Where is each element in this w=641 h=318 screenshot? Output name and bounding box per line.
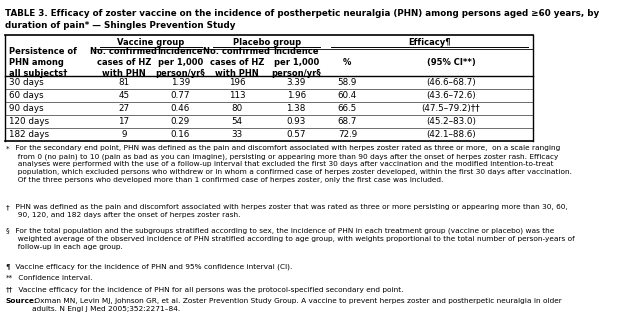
Text: (42.1–88.6): (42.1–88.6): [426, 130, 476, 139]
Text: No. confirmed
cases of HZ
with PHN: No. confirmed cases of HZ with PHN: [203, 47, 271, 78]
Text: Oxman MN, Levin MJ, Johnson GR, et al. Zoster Prevention Study Group. A vaccine : Oxman MN, Levin MJ, Johnson GR, et al. Z…: [32, 298, 562, 312]
Text: 196: 196: [229, 78, 246, 87]
Text: 1.39: 1.39: [171, 78, 190, 87]
Text: 30 days: 30 days: [9, 78, 44, 87]
Text: 27: 27: [119, 104, 129, 113]
Text: Persistence of
PHN among
all subjects†: Persistence of PHN among all subjects†: [9, 47, 77, 78]
Text: Vaccine group: Vaccine group: [117, 38, 185, 46]
Text: Efficacy¶: Efficacy¶: [408, 38, 451, 46]
Text: 58.9: 58.9: [338, 78, 357, 87]
Text: Incidence
per 1,000
person/yr§: Incidence per 1,000 person/yr§: [156, 47, 205, 78]
Text: 60.4: 60.4: [338, 91, 357, 100]
Text: (46.6–68.7): (46.6–68.7): [426, 78, 476, 87]
Text: Incidence
per 1,000
person/yr§: Incidence per 1,000 person/yr§: [271, 47, 321, 78]
Text: ¶: ¶: [5, 263, 10, 269]
Text: 90 days: 90 days: [9, 104, 44, 113]
Text: 0.57: 0.57: [287, 130, 306, 139]
Text: 72.9: 72.9: [338, 130, 357, 139]
Text: 33: 33: [231, 130, 242, 139]
Text: 66.5: 66.5: [338, 104, 357, 113]
Text: 0.93: 0.93: [287, 117, 306, 126]
Text: For the total population and the subgroups stratified according to sex, the inci: For the total population and the subgrou…: [13, 228, 575, 250]
Text: 0.46: 0.46: [171, 104, 190, 113]
Text: 0.29: 0.29: [171, 117, 190, 126]
Text: 54: 54: [231, 117, 242, 126]
Text: PHN was defined as the pain and discomfort associated with herpes zoster that wa: PHN was defined as the pain and discomfo…: [13, 204, 568, 218]
Text: 17: 17: [119, 117, 129, 126]
Text: 1.96: 1.96: [287, 91, 306, 100]
Text: Source:: Source:: [5, 298, 37, 304]
Text: §: §: [5, 228, 9, 234]
Text: ††: ††: [5, 287, 13, 293]
Text: *: *: [5, 145, 9, 151]
Text: (47.5–79.2)††: (47.5–79.2)††: [422, 104, 480, 113]
Text: No. confirmed
cases of HZ
with PHN: No. confirmed cases of HZ with PHN: [90, 47, 158, 78]
Text: †: †: [5, 204, 9, 210]
Text: Vaccine efficacy for the incidence of PHN for all persons was the protocol-speci: Vaccine efficacy for the incidence of PH…: [16, 287, 404, 293]
Text: 0.16: 0.16: [171, 130, 190, 139]
Text: TABLE 3. Efficacy of zoster vaccine on the incidence of postherpetic neuralgia (: TABLE 3. Efficacy of zoster vaccine on t…: [5, 9, 599, 30]
Text: %: %: [343, 58, 351, 67]
Text: 9: 9: [121, 130, 127, 139]
Text: 80: 80: [231, 104, 242, 113]
Text: 3.39: 3.39: [287, 78, 306, 87]
Text: (45.2–83.0): (45.2–83.0): [426, 117, 476, 126]
Text: (95% CI**): (95% CI**): [427, 58, 476, 67]
Text: (43.6–72.6): (43.6–72.6): [426, 91, 476, 100]
Text: Placebo group: Placebo group: [233, 38, 301, 46]
Text: 120 days: 120 days: [9, 117, 49, 126]
Text: For the secondary end point, PHN was defined as the pain and discomfort associat: For the secondary end point, PHN was def…: [13, 145, 572, 183]
Text: 60 days: 60 days: [9, 91, 44, 100]
Text: Confidence interval.: Confidence interval.: [16, 275, 93, 281]
Text: 182 days: 182 days: [9, 130, 49, 139]
Text: 68.7: 68.7: [338, 117, 357, 126]
Text: 0.77: 0.77: [171, 91, 190, 100]
Text: 113: 113: [229, 91, 246, 100]
Text: 81: 81: [119, 78, 129, 87]
Text: Vaccine efficacy for the incidence of PHN and 95% confidence interval (CI).: Vaccine efficacy for the incidence of PH…: [13, 263, 292, 269]
Text: 45: 45: [119, 91, 129, 100]
Text: **: **: [5, 275, 13, 281]
Text: 1.38: 1.38: [287, 104, 306, 113]
